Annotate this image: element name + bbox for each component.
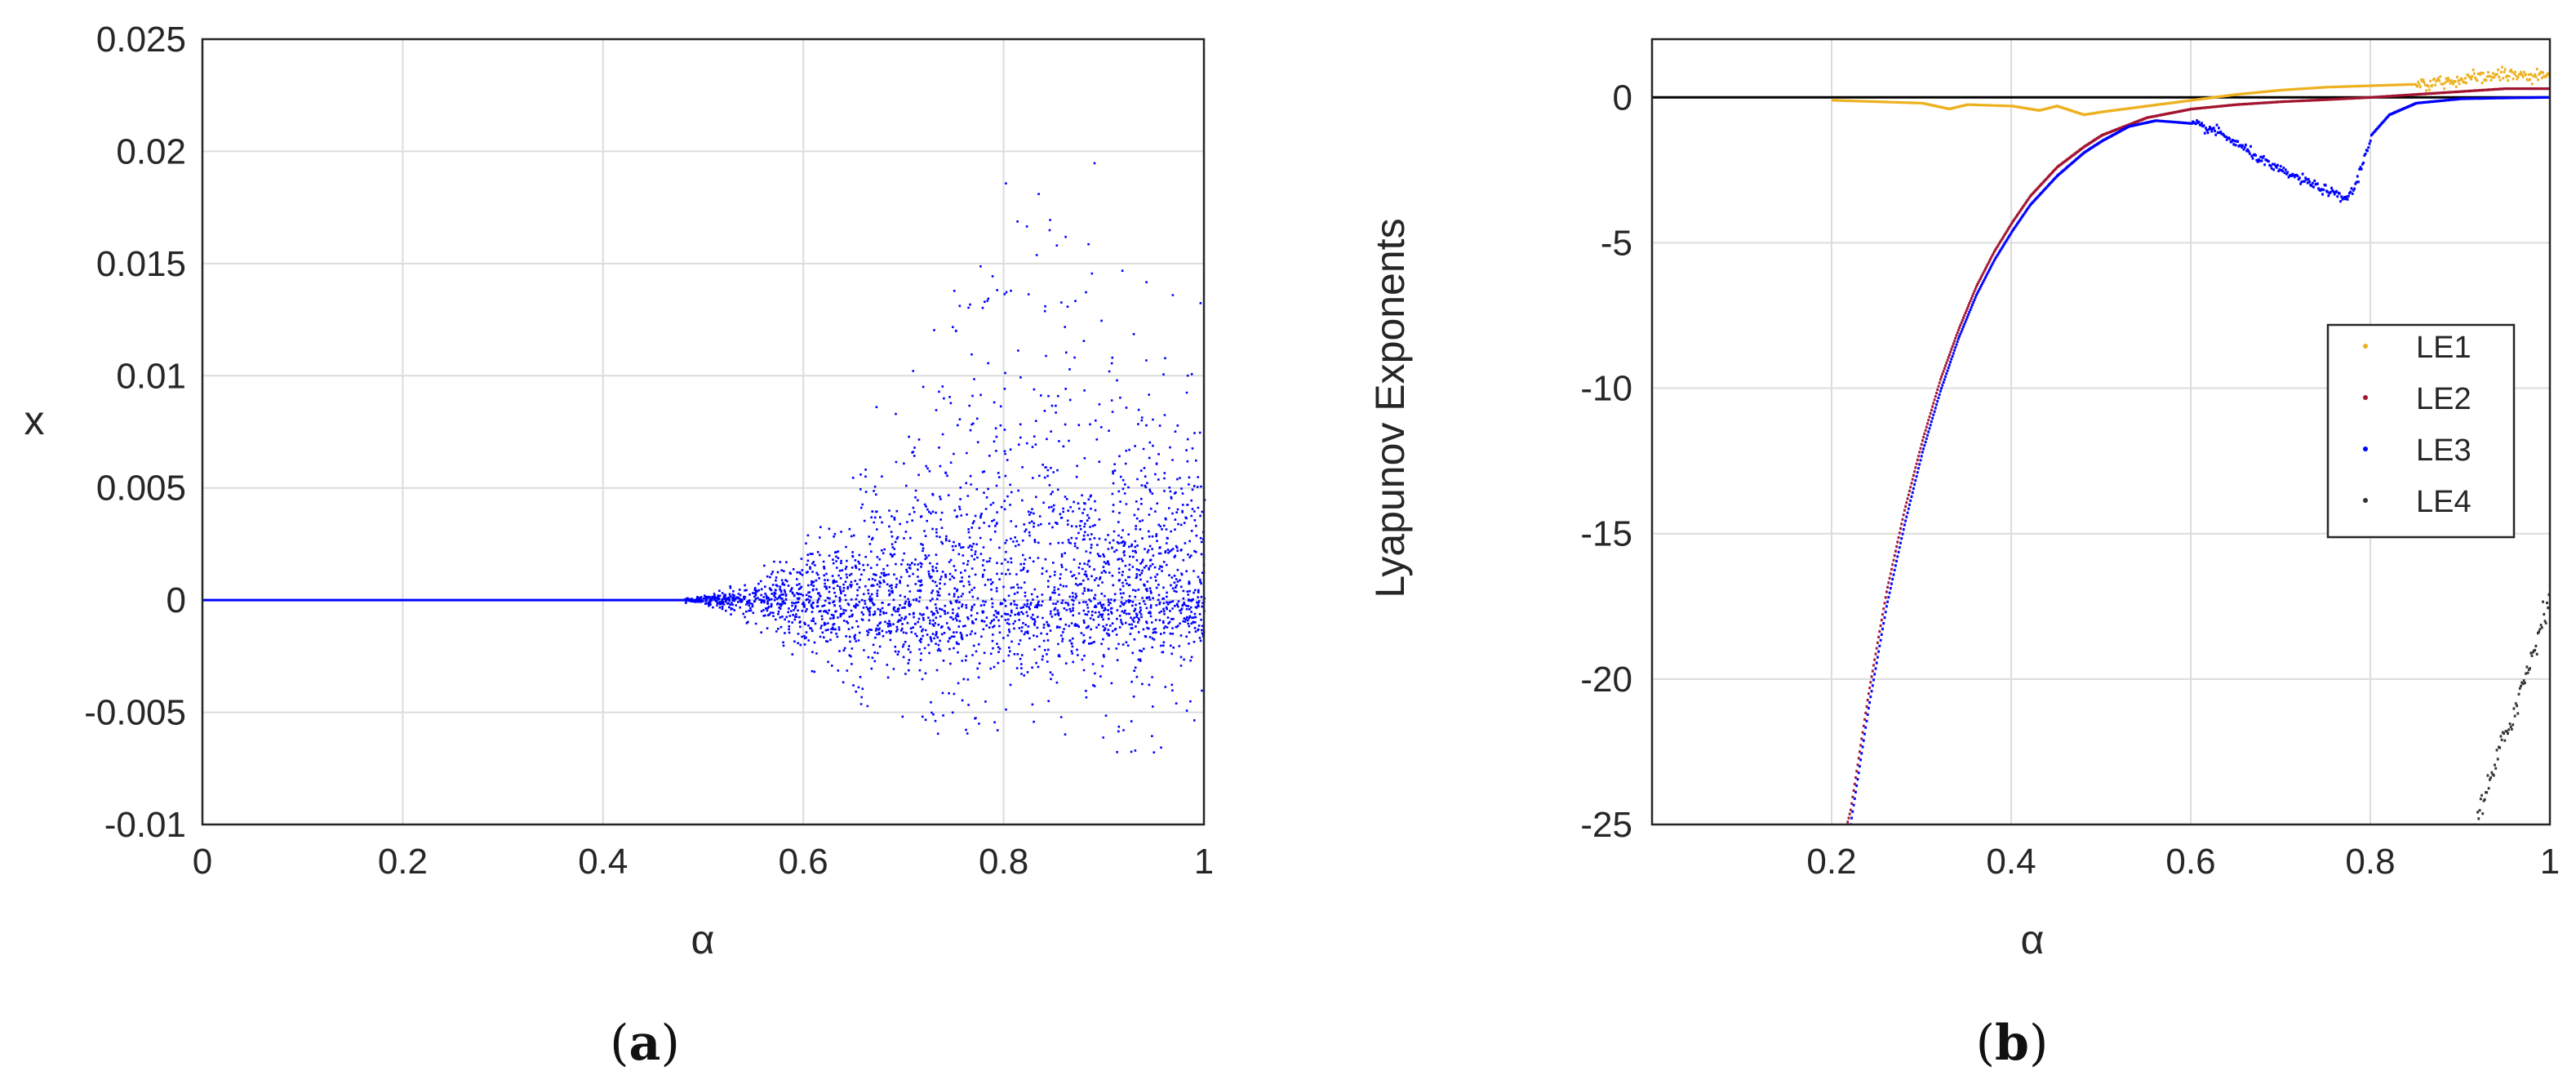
y-tick-label: 0.015 — [96, 244, 186, 284]
series-le3 — [1850, 96, 2550, 824]
x-tick-label: 0.8 — [979, 842, 1028, 882]
panel-b-axes-box — [1650, 38, 2552, 826]
series-le2 — [1846, 87, 2550, 824]
x-tick-label: 0.2 — [1806, 842, 1856, 882]
y-tick-label: 0.005 — [96, 469, 186, 509]
legend-marker-le1 — [2363, 344, 2368, 349]
y-tick-label: -20 — [1580, 660, 1632, 700]
y-tick-label: -0.005 — [84, 693, 186, 733]
bifurcation-points — [684, 162, 1206, 753]
legend-label-le2: LE2 — [2416, 382, 2472, 416]
legend-marker-le4 — [2363, 498, 2368, 503]
panel-a-y-tick-labels: -0.01 -0.005 0 0.005 0.01 0.015 0.02 0.025 — [84, 20, 186, 845]
y-tick-label: -5 — [1601, 223, 1632, 263]
legend-label-le4: LE4 — [2416, 485, 2472, 519]
series-le4 — [2473, 582, 2550, 824]
y-tick-label: -25 — [1580, 805, 1632, 845]
panel-a-bifurcation-diagram: 0 0.2 0.4 0.6 0.8 1 -0.01 -0.005 0 0.005 0.01 0.01… — [24, 20, 1215, 1072]
legend-box — [2326, 323, 2516, 539]
series-points-le4 — [2473, 582, 2550, 824]
x-tick-label: 0.2 — [378, 842, 428, 882]
x-tick-label: 0 — [193, 842, 212, 882]
legend-marker-le3 — [2363, 447, 2368, 451]
y-tick-label: 0.025 — [96, 20, 186, 60]
panel-b-lyapunov-exponents: 0.2 0.4 0.6 0.8 1 -25 -20 -15 -10 -5 0 α Lyapunov… — [1367, 38, 2560, 1072]
panel-b-label: (b) — [1976, 1015, 2049, 1072]
panel-a-x-axis-label: α — [691, 917, 715, 962]
x-tick-label: 0.4 — [578, 842, 628, 882]
x-tick-label: 0.6 — [779, 842, 828, 882]
series-points-le1 — [1832, 65, 2550, 117]
panel-b-x-tick-labels: 0.2 0.4 0.6 0.8 1 — [1806, 842, 2560, 882]
legend-label-le1: LE1 — [2416, 331, 2472, 365]
y-tick-label: 0 — [1613, 78, 1632, 118]
series-points-le2 — [1846, 87, 2550, 824]
x-tick-label: 0.8 — [2345, 842, 2395, 882]
panel-a-scatter-points — [202, 162, 1206, 753]
x-tick-label: 0.6 — [2165, 842, 2215, 882]
x-tick-label: 1 — [2540, 842, 2560, 882]
panel-a-plot-area — [202, 39, 1204, 824]
y-tick-label: 0.01 — [116, 356, 186, 396]
panel-b-x-axis-label: α — [2021, 917, 2045, 962]
panel-b-y-axis-label: Lyapunov Exponents — [1367, 218, 1413, 598]
panel-b-y-tick-labels: -25 -20 -15 -10 -5 0 — [1580, 78, 1632, 845]
panel-b-legend: LE1 LE2 LE3 LE4 — [2326, 323, 2516, 539]
y-tick-label: -10 — [1580, 369, 1632, 409]
panel-a-label: (a) — [610, 1015, 680, 1072]
series-le1 — [1832, 65, 2550, 117]
y-tick-label: -15 — [1580, 514, 1632, 554]
legend-label-le3: LE3 — [2416, 433, 2472, 468]
panel-b-series — [1832, 65, 2550, 824]
panel-a-axes-box — [201, 38, 1206, 826]
panel-a-x-tick-labels: 0 0.2 0.4 0.6 0.8 1 — [193, 842, 1214, 882]
panel-a-y-axis-label: x — [24, 398, 45, 443]
y-tick-label: 0 — [167, 580, 186, 620]
legend-marker-le2 — [2363, 395, 2368, 400]
y-tick-label: 0.02 — [116, 131, 186, 171]
y-tick-label: -0.01 — [104, 805, 186, 845]
x-tick-label: 0.4 — [1986, 842, 2036, 882]
x-tick-label: 1 — [1194, 842, 1214, 882]
series-points-le3 — [1850, 96, 2550, 824]
